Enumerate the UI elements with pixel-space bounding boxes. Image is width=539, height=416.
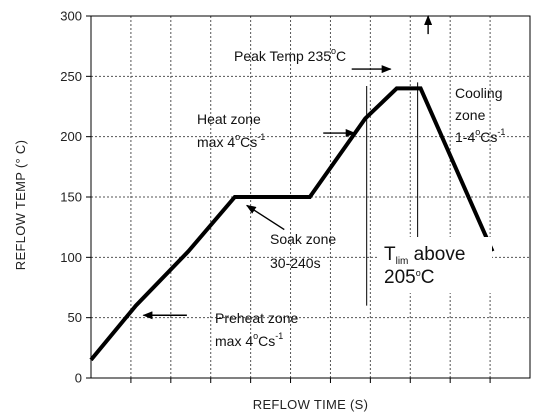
y-axis-title: REFLOW TEMP (° C) (13, 140, 28, 270)
annotation-preheat-line: Preheat zone (215, 310, 298, 326)
annotation-peak-line: Peak Temp 235oC (234, 46, 346, 64)
annotation-preheat-line: max 4oCs-1 (215, 331, 283, 349)
y-tick-label: 0 (75, 371, 82, 386)
x-axis-title: REFLOW TIME (S) (253, 397, 368, 412)
y-tick-label: 200 (60, 129, 82, 144)
annotation-tlim-line: Tlim above (384, 244, 465, 267)
annotation-arrow (245, 204, 285, 231)
annotation-heat-line: Heat zone (197, 111, 261, 127)
y-tick-label: 50 (68, 310, 82, 325)
reflow-profile-line (89, 86, 495, 362)
plot-frame (90, 15, 531, 383)
y-tick-label: 150 (60, 190, 82, 205)
annotations-layer: Peak Temp 235oC Heat zone max 4oCs-1 Coolin… (142, 15, 505, 349)
annotation-soak-line: Soak zone (270, 231, 336, 247)
series-layer (89, 86, 495, 362)
y-tick-label: 300 (60, 9, 82, 24)
annotation-cooling-line: Cooling (455, 85, 502, 101)
y-axis-ticks: 0 50 100 150 200 250 300 (60, 9, 91, 386)
annotation-cooling-line: 1-4oCs-1 (455, 127, 505, 145)
annotation-soak-line: 30-240s (270, 255, 321, 271)
y-tick-label: 100 (60, 250, 82, 265)
y-tick-label: 250 (60, 69, 82, 84)
annotation-cooling-line: zone (455, 107, 486, 123)
annotation-background (377, 237, 492, 293)
annotation-heat-line: max 4oCs-1 (197, 132, 265, 150)
annotation-tlim-line: 205oC (384, 267, 434, 288)
